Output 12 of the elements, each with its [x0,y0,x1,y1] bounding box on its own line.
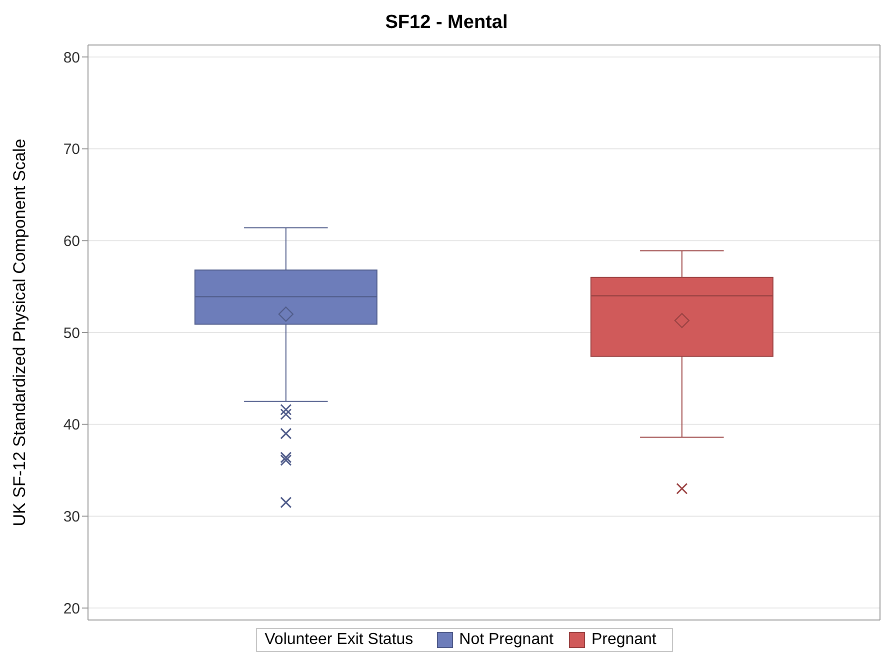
legend-title: Volunteer Exit Status [264,631,414,649]
y-axis-title: UK SF-12 Standardized Physical Component Scale [10,138,30,526]
y-tick-label: 30 [63,508,80,526]
y-tick-label: 60 [63,232,80,250]
y-tick-label: 20 [63,600,80,618]
y-tick-label: 80 [63,49,80,66]
legend-label: Pregnant [590,631,656,649]
y-tick-label: 50 [63,324,80,342]
legend-label: Not Pregnant [458,631,554,649]
chart-title: SF12 - Mental [384,12,509,35]
y-tick-label: 70 [63,141,80,158]
y-tick-label: 40 [63,416,80,434]
